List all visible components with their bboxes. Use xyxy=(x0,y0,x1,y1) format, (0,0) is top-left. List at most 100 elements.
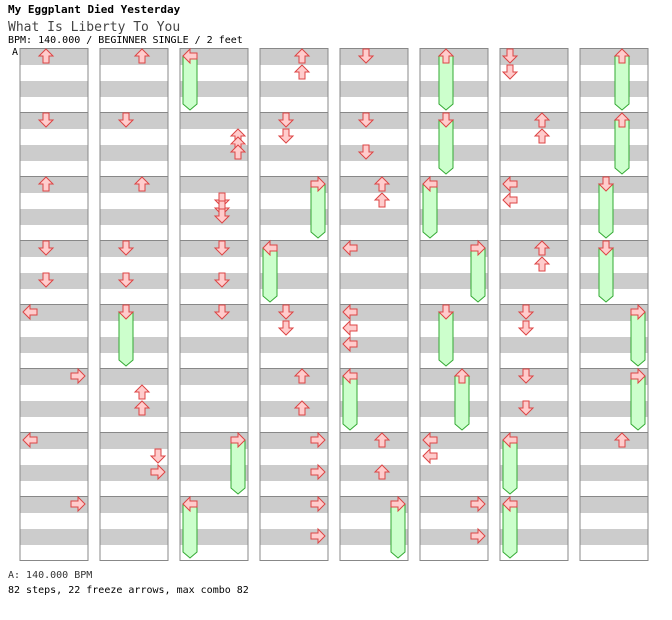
left-arrow-icon xyxy=(422,431,438,449)
beat-stripe xyxy=(20,145,88,161)
beat-stripe xyxy=(340,433,408,449)
beat-stripe xyxy=(580,113,648,129)
left-arrow-icon xyxy=(502,191,518,209)
song-title: My Eggplant Died Yesterday xyxy=(8,3,181,16)
beat-stripe xyxy=(340,113,408,129)
beat-stripe xyxy=(180,177,248,193)
freeze-arrow xyxy=(230,439,246,495)
beat-stripe xyxy=(420,337,488,353)
beat-stripe xyxy=(100,177,168,193)
beat-stripe xyxy=(180,401,248,417)
beat-stripe xyxy=(180,241,248,257)
down-arrow-icon xyxy=(117,112,135,128)
up-arrow-icon xyxy=(293,368,311,384)
down-arrow-icon xyxy=(213,240,231,256)
beat-stripe xyxy=(180,113,248,129)
beat-stripe xyxy=(580,209,648,225)
down-arrow-icon xyxy=(277,128,295,144)
freeze-arrow xyxy=(438,119,454,175)
right-arrow-icon xyxy=(150,463,166,481)
beat-stripe xyxy=(500,49,568,65)
left-arrow-icon xyxy=(342,239,358,257)
down-arrow-icon xyxy=(37,112,55,128)
right-arrow-icon xyxy=(310,463,326,481)
beat-stripe xyxy=(580,49,648,65)
freeze-arrow xyxy=(502,503,518,559)
left-arrow-icon xyxy=(22,303,38,321)
beat-stripe xyxy=(580,497,648,513)
right-arrow-icon xyxy=(310,527,326,545)
beat-stripe xyxy=(180,145,248,161)
song-subtitle: What Is Liberty To You xyxy=(8,20,181,35)
freeze-arrow xyxy=(502,439,518,495)
beat-stripe xyxy=(500,273,568,289)
freeze-arrow xyxy=(598,183,614,239)
left-arrow-icon xyxy=(422,447,438,465)
beat-stripe xyxy=(180,209,248,225)
up-arrow-icon xyxy=(453,368,471,384)
beat-stripe xyxy=(260,49,328,65)
up-arrow-icon xyxy=(37,176,55,192)
left-arrow-icon xyxy=(342,367,358,385)
beat-stripe xyxy=(500,81,568,97)
beat-stripe xyxy=(500,401,568,417)
down-arrow-icon xyxy=(517,368,535,384)
freeze-arrow xyxy=(614,55,630,111)
left-arrow-icon xyxy=(342,335,358,353)
beat-stripe xyxy=(420,305,488,321)
down-arrow-icon xyxy=(277,112,295,128)
beat-stripe xyxy=(340,273,408,289)
beat-stripe xyxy=(500,113,568,129)
down-arrow-icon xyxy=(277,304,295,320)
freeze-arrow xyxy=(630,311,646,367)
beat-stripe xyxy=(100,209,168,225)
up-arrow-icon xyxy=(613,112,631,128)
beat-stripe xyxy=(100,241,168,257)
beat-stripe xyxy=(180,337,248,353)
beat-stripe xyxy=(340,177,408,193)
up-arrow-icon xyxy=(293,48,311,64)
right-arrow-icon xyxy=(470,527,486,545)
left-arrow-icon xyxy=(502,495,518,513)
left-arrow-icon xyxy=(342,303,358,321)
beat-stripe xyxy=(500,145,568,161)
down-arrow-icon xyxy=(357,112,375,128)
step-statistics: 82 steps, 22 freeze arrows, max combo 82 xyxy=(8,585,249,596)
up-arrow-icon xyxy=(293,64,311,80)
beat-stripe xyxy=(260,305,328,321)
up-arrow-icon xyxy=(133,176,151,192)
beat-stripe xyxy=(260,401,328,417)
left-arrow-icon xyxy=(502,431,518,449)
beat-stripe xyxy=(500,369,568,385)
beat-stripe xyxy=(500,337,568,353)
beat-stripe xyxy=(20,209,88,225)
beat-stripe xyxy=(420,145,488,161)
down-arrow-icon xyxy=(37,272,55,288)
beat-stripe xyxy=(180,305,248,321)
right-arrow-icon xyxy=(70,495,86,513)
beat-stripe xyxy=(340,81,408,97)
beat-stripe xyxy=(100,497,168,513)
freeze-arrow xyxy=(438,55,454,111)
up-arrow-icon xyxy=(373,464,391,480)
beat-stripe xyxy=(100,81,168,97)
beat-stripe xyxy=(420,49,488,65)
right-arrow-icon xyxy=(310,175,326,193)
down-arrow-icon xyxy=(213,272,231,288)
up-arrow-icon xyxy=(437,48,455,64)
down-arrow-icon xyxy=(117,272,135,288)
down-arrow-icon xyxy=(517,320,535,336)
down-arrow-icon xyxy=(517,400,535,416)
up-arrow-icon xyxy=(133,400,151,416)
beat-stripe xyxy=(500,209,568,225)
beat-stripe xyxy=(340,209,408,225)
beat-stripe xyxy=(580,145,648,161)
beat-stripe xyxy=(580,273,648,289)
down-arrow-icon xyxy=(357,144,375,160)
freeze-arrow xyxy=(342,375,358,431)
beat-stripe xyxy=(20,273,88,289)
up-arrow-icon xyxy=(229,144,247,160)
freeze-arrow xyxy=(422,183,438,239)
right-arrow-icon xyxy=(310,495,326,513)
